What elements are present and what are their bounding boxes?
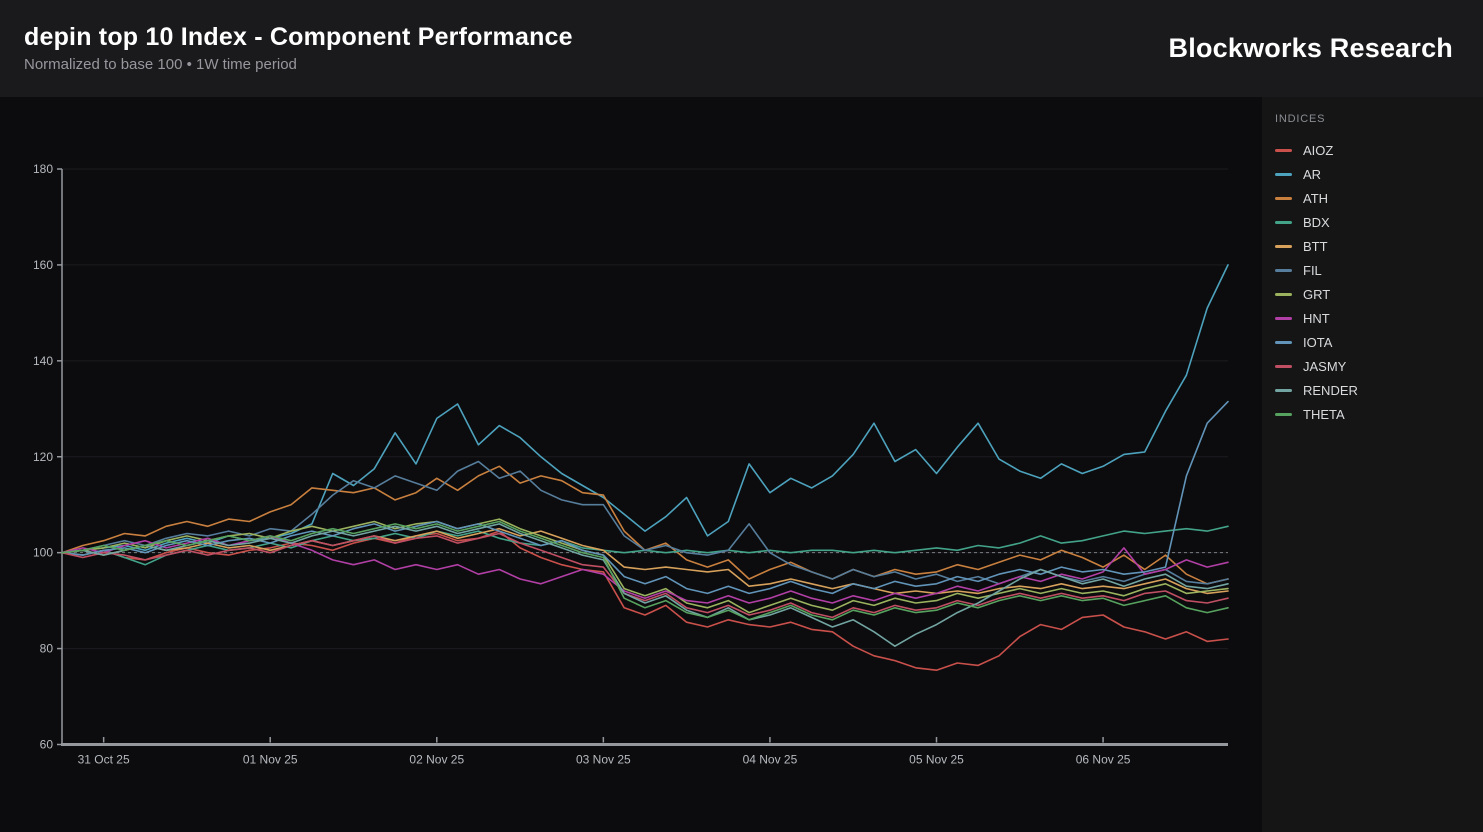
series-line-ath [61, 465, 1229, 585]
legend-swatch-icon [1275, 364, 1292, 368]
svg-text:06 Nov 25: 06 Nov 25 [1076, 753, 1131, 767]
y-axis: 60 80 100 120 140 160 180 [33, 162, 63, 752]
svg-text:31 Oct 25: 31 Oct 25 [78, 753, 130, 767]
svg-text:02 Nov 25: 02 Nov 25 [409, 753, 464, 767]
legend-item-jasmy[interactable]: JASMY [1275, 354, 1483, 378]
page-title: depin top 10 Index - Component Performan… [24, 22, 573, 51]
legend-item-label: GRT [1303, 286, 1331, 302]
legend-swatch-icon [1275, 316, 1292, 320]
legend-item-theta[interactable]: THETA [1275, 402, 1483, 426]
legend-list: AIOZ AR ATH BDX BTT FIL GRT HNT IOTA JASMY RENDER T… [1275, 138, 1483, 426]
legend-item-ar[interactable]: AR [1275, 162, 1483, 186]
page-subtitle: Normalized to base 100 • 1W time period [24, 56, 297, 74]
legend-swatch-icon [1275, 292, 1292, 296]
legend-swatch-icon [1275, 388, 1292, 392]
legend-item-label: FIL [1303, 262, 1322, 278]
legend-item-label: BDX [1303, 214, 1330, 230]
series-line-fil [61, 460, 1229, 585]
svg-text:03 Nov 25: 03 Nov 25 [576, 753, 631, 767]
legend-panel: INDICES AIOZ AR ATH BDX BTT FIL GRT HNT IOTA JASM… [1262, 97, 1483, 832]
legend-item-label: RENDER [1303, 382, 1358, 398]
legend-swatch-icon [1275, 172, 1292, 176]
svg-text:160: 160 [33, 258, 53, 272]
series-line-render [61, 523, 1229, 648]
legend-item-label: AR [1303, 166, 1322, 182]
svg-text:100: 100 [33, 546, 53, 560]
legend-swatch-icon [1275, 220, 1292, 224]
legend-item-ath[interactable]: ATH [1275, 186, 1483, 210]
legend-swatch-icon [1275, 268, 1292, 272]
x-axis: 31 Oct 25 01 Nov 25 02 Nov 25 03 Nov 25 04 N… [61, 737, 1228, 767]
legend-item-render[interactable]: RENDER [1275, 378, 1483, 402]
legend-item-label: THETA [1303, 406, 1345, 422]
series-line-btt [61, 527, 1229, 595]
legend-item-label: HNT [1303, 310, 1330, 326]
header-bar: depin top 10 Index - Component Performan… [0, 0, 1483, 97]
legend-item-bdx[interactable]: BDX [1275, 210, 1483, 234]
series-line-theta [61, 520, 1229, 621]
series-lines [61, 264, 1229, 672]
legend-item-grt[interactable]: GRT [1275, 282, 1483, 306]
gridlines [62, 168, 1228, 745]
legend-swatch-icon [1275, 148, 1292, 152]
legend-item-hnt[interactable]: HNT [1275, 306, 1483, 330]
brand-logo: Blockworks Research [1168, 33, 1453, 63]
svg-text:60: 60 [40, 738, 54, 752]
series-line-jasmy [61, 532, 1229, 619]
svg-text:140: 140 [33, 354, 53, 368]
svg-text:04 Nov 25: 04 Nov 25 [743, 753, 798, 767]
legend-swatch-icon [1275, 244, 1292, 248]
legend-swatch-icon [1275, 196, 1292, 200]
series-line-grt [61, 518, 1229, 614]
legend-item-fil[interactable]: FIL [1275, 258, 1483, 282]
legend-item-label: JASMY [1303, 358, 1347, 374]
svg-text:80: 80 [40, 642, 54, 656]
legend-item-label: IOTA [1303, 334, 1333, 350]
svg-text:01 Nov 25: 01 Nov 25 [243, 753, 298, 767]
chart-canvas: 60 80 100 120 140 160 180 31 Oct 25 01 Nov 25 02 … [33, 162, 1229, 767]
svg-text:05 Nov 25: 05 Nov 25 [909, 753, 964, 767]
main-area: 60 80 100 120 140 160 180 31 Oct 25 01 Nov 25 02 … [0, 97, 1483, 832]
series-line-bdx [61, 525, 1229, 566]
legend-item-aioz[interactable]: AIOZ [1275, 138, 1483, 162]
legend-item-iota[interactable]: IOTA [1275, 330, 1483, 354]
legend-item-label: BTT [1303, 238, 1328, 254]
legend-item-label: ATH [1303, 190, 1329, 206]
performance-chart[interactable]: 60 80 100 120 140 160 180 31 Oct 25 01 Nov 25 02 … [0, 97, 1262, 832]
legend-item-label: AIOZ [1303, 142, 1334, 158]
svg-text:180: 180 [33, 162, 53, 176]
legend-swatch-icon [1275, 412, 1292, 416]
legend-item-btt[interactable]: BTT [1275, 234, 1483, 258]
svg-text:120: 120 [33, 450, 53, 464]
legend-title: INDICES [1275, 113, 1326, 125]
series-line-ar [61, 264, 1229, 554]
legend-swatch-icon [1275, 340, 1292, 344]
series-line-iota [61, 400, 1229, 595]
